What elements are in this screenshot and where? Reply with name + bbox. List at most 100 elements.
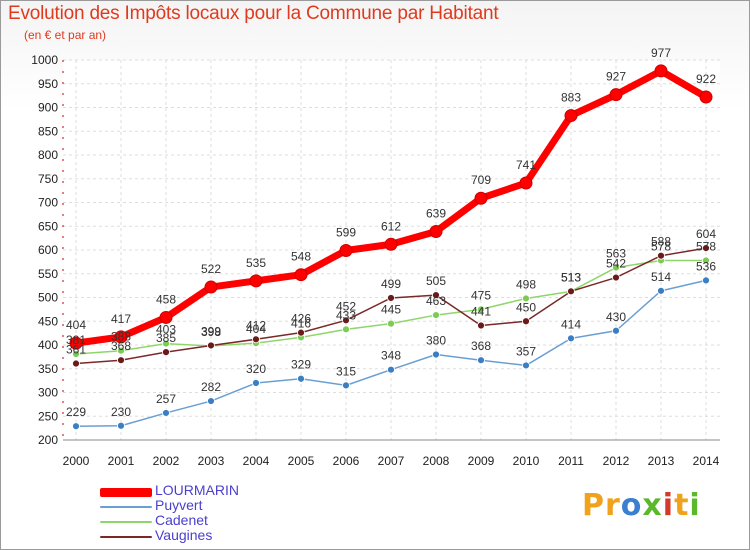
y-tick-label: 250 xyxy=(38,409,58,423)
data-label-lourmarin: 639 xyxy=(426,206,446,220)
data-label-lourmarin: 612 xyxy=(381,219,401,233)
legend-item-vaugines: Vaugines xyxy=(100,527,320,544)
legend-label-vaugines: Vaugines xyxy=(155,527,213,543)
chart-legend: LOURMARIN Puyvert Cadenet Vaugines xyxy=(100,482,320,544)
data-label-lourmarin: 599 xyxy=(336,225,356,239)
data-point-cadenet xyxy=(432,311,440,319)
x-tick-label: 2001 xyxy=(108,454,135,468)
data-point-lourmarin xyxy=(609,88,623,102)
legend-swatch-puyvert xyxy=(100,506,152,508)
x-tick-label: 2011 xyxy=(558,454,584,468)
data-point-puyvert xyxy=(72,422,80,431)
y-tick-label: 300 xyxy=(38,386,58,400)
data-label-vaugines: 513 xyxy=(561,270,581,284)
legend-label-cadenet: Cadenet xyxy=(155,512,208,528)
data-label-lourmarin: 535 xyxy=(246,256,266,270)
x-tick-label: 2006 xyxy=(333,454,360,468)
data-label-puyvert: 230 xyxy=(111,405,131,419)
y-tick-label: 450 xyxy=(38,314,58,328)
data-label-vaugines: 604 xyxy=(696,227,716,241)
logo-letter: x xyxy=(642,488,663,523)
x-tick-label: 2009 xyxy=(468,454,495,468)
data-point-lourmarin xyxy=(294,268,308,282)
legend-item-puyvert: Puyvert xyxy=(100,497,320,514)
logo-letter: P xyxy=(582,488,605,523)
legend-item-lourmarin: LOURMARIN xyxy=(100,482,320,499)
data-label-cadenet: 463 xyxy=(426,294,446,308)
legend-label-lourmarin: LOURMARIN xyxy=(155,482,240,498)
data-point-cadenet xyxy=(612,263,620,272)
y-tick-label: 850 xyxy=(38,124,58,138)
y-tick-label: 600 xyxy=(38,243,58,257)
data-point-lourmarin xyxy=(339,243,353,257)
data-label-cadenet: 388 xyxy=(111,330,131,344)
data-point-lourmarin xyxy=(114,330,128,344)
data-point-puyvert xyxy=(477,356,485,365)
y-tick-label: 400 xyxy=(38,338,58,352)
data-label-vaugines: 361 xyxy=(66,343,86,357)
data-label-vaugines: 542 xyxy=(606,257,626,271)
data-label-cadenet: 475 xyxy=(471,288,491,302)
data-label-lourmarin: 417 xyxy=(111,312,131,326)
data-point-cadenet xyxy=(72,350,80,358)
data-point-puyvert xyxy=(207,397,215,405)
data-point-lourmarin xyxy=(564,109,578,123)
y-tick-label: 200 xyxy=(38,433,58,447)
y-tick-label: 650 xyxy=(38,219,58,233)
data-label-lourmarin: 709 xyxy=(471,173,491,187)
data-point-vaugines xyxy=(702,244,710,253)
data-point-vaugines xyxy=(657,251,665,260)
y-tick-label: 350 xyxy=(38,362,58,376)
data-label-puyvert: 329 xyxy=(291,358,311,372)
data-point-puyvert xyxy=(117,421,125,430)
logo-letter: i xyxy=(662,488,675,523)
data-point-cadenet xyxy=(117,346,125,355)
data-label-cadenet: 398 xyxy=(201,325,221,339)
data-point-vaugines xyxy=(612,273,620,282)
x-tick-label: 2007 xyxy=(378,454,405,468)
y-tick-label: 550 xyxy=(38,267,58,281)
data-point-vaugines xyxy=(117,356,125,365)
x-tick-label: 2013 xyxy=(648,454,675,468)
data-point-cadenet xyxy=(387,319,395,328)
legend-swatch-cadenet xyxy=(100,521,152,523)
data-point-vaugines xyxy=(297,328,305,337)
data-point-puyvert xyxy=(657,286,665,295)
data-label-puyvert: 380 xyxy=(426,334,446,348)
data-label-puyvert: 368 xyxy=(471,339,491,353)
data-label-lourmarin: 522 xyxy=(201,262,221,276)
data-label-puyvert: 257 xyxy=(156,392,176,406)
data-point-puyvert xyxy=(297,374,305,383)
data-point-vaugines xyxy=(522,317,530,326)
data-label-cadenet: 404 xyxy=(246,322,266,336)
x-tick-label: 2003 xyxy=(198,454,225,468)
logo-letter: o xyxy=(620,488,643,523)
data-label-puyvert: 229 xyxy=(66,405,86,419)
data-label-cadenet: 381 xyxy=(66,333,86,347)
legend-swatch-lourmarin xyxy=(100,487,152,497)
data-point-vaugines xyxy=(207,341,215,350)
data-label-puyvert: 430 xyxy=(606,310,626,324)
data-label-vaugines: 450 xyxy=(516,300,536,314)
data-point-lourmarin xyxy=(474,191,488,205)
data-label-lourmarin: 404 xyxy=(66,318,86,332)
data-point-vaugines xyxy=(342,316,350,325)
data-point-lourmarin xyxy=(69,336,83,350)
data-label-cadenet: 563 xyxy=(606,247,626,261)
data-point-lourmarin xyxy=(519,176,533,190)
data-label-puyvert: 348 xyxy=(381,349,401,363)
data-label-vaugines: 441 xyxy=(471,305,491,319)
x-tick-label: 2012 xyxy=(603,454,630,468)
data-label-puyvert: 282 xyxy=(201,380,221,394)
data-point-puyvert xyxy=(612,326,620,335)
data-point-vaugines xyxy=(387,294,395,302)
legend-label-puyvert: Puyvert xyxy=(155,497,203,513)
y-tick-label: 700 xyxy=(38,196,58,210)
data-point-vaugines xyxy=(72,359,80,368)
data-label-lourmarin: 741 xyxy=(516,158,536,172)
data-point-cadenet xyxy=(162,339,170,348)
data-label-lourmarin: 922 xyxy=(696,72,716,86)
data-label-vaugines: 588 xyxy=(651,235,671,249)
data-label-puyvert: 315 xyxy=(336,364,356,378)
data-point-puyvert xyxy=(702,276,710,285)
